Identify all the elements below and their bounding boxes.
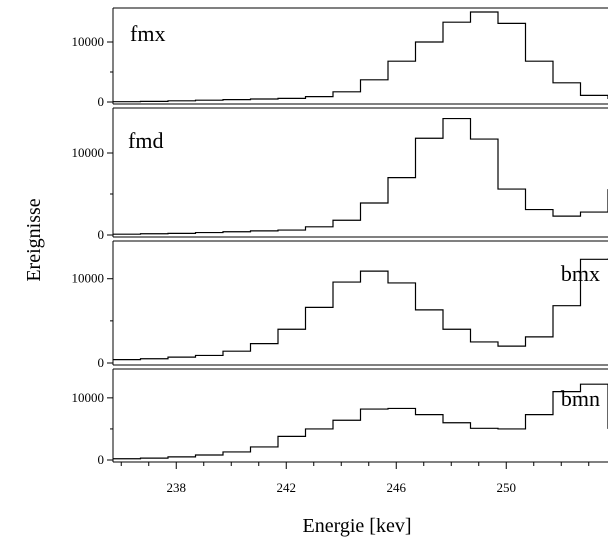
series-line-bmn <box>113 383 608 460</box>
chart-panels: 0 10000 fmx 0 10000 fmd 0 10000 bmx 0 10000 bmn <box>72 7 608 467</box>
x-axis-title: Energie [kev] <box>302 515 411 537</box>
x-tick-label: 250 <box>497 480 517 495</box>
x-tick-label: 246 <box>387 480 407 495</box>
panel-fmd: 0 10000 fmd <box>72 107 608 242</box>
series-line-fmd <box>113 117 608 235</box>
y-tick-label: 10000 <box>72 390 105 405</box>
y-tick-label: 0 <box>98 355 105 370</box>
y-tick-label: 10000 <box>72 34 105 49</box>
panel-label-bmx: bmx <box>561 261 600 286</box>
x-axis: 238 242 246 250 <box>120 462 590 495</box>
series-line-bmx <box>113 258 608 361</box>
y-tick-label: 0 <box>98 227 105 242</box>
series-line-fmx <box>113 11 608 103</box>
panel-label-fmx: fmx <box>130 21 165 46</box>
y-axis-title: Ereignisse <box>23 198 45 281</box>
x-tick-label: 242 <box>277 480 297 495</box>
panel-label-bmn: bmn <box>561 386 600 411</box>
x-tick-label: 238 <box>167 480 187 495</box>
panel-label-fmd: fmd <box>128 128 163 153</box>
panel-fmx: 0 10000 fmx <box>72 7 608 109</box>
y-tick-label: 0 <box>98 94 105 109</box>
y-tick-label: 10000 <box>72 271 105 286</box>
panel-bmx: 0 10000 bmx <box>72 240 608 370</box>
y-tick-label: 0 <box>98 452 105 467</box>
y-tick-label: 10000 <box>72 145 105 160</box>
panel-bmn: 0 10000 bmn <box>72 368 608 467</box>
